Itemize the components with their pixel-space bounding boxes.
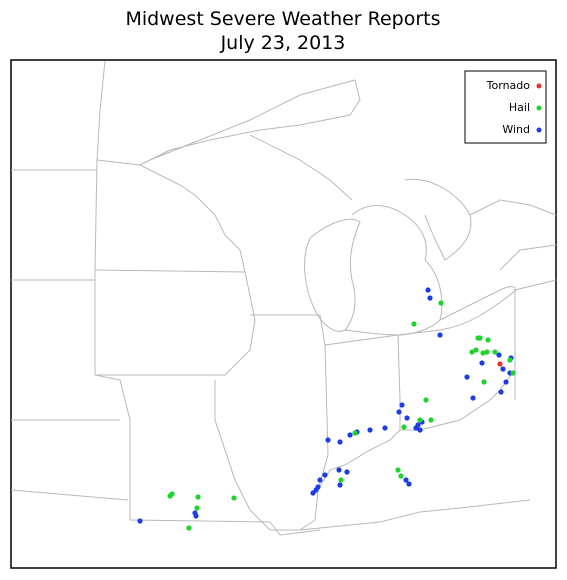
legend-label: Hail bbox=[509, 101, 530, 114]
report-dot bbox=[479, 360, 485, 366]
report-dot bbox=[367, 427, 373, 433]
report-dot bbox=[469, 349, 475, 355]
report-dot bbox=[336, 467, 342, 473]
report-dot bbox=[186, 525, 192, 531]
report-dot bbox=[473, 347, 479, 353]
report-dot bbox=[413, 425, 419, 431]
legend-label: Tornado bbox=[486, 79, 531, 92]
report-dot bbox=[325, 437, 331, 443]
legend-label: Wind bbox=[502, 123, 530, 136]
report-dot bbox=[481, 379, 487, 385]
report-dot bbox=[137, 518, 143, 524]
report-dot bbox=[423, 397, 429, 403]
report-dot bbox=[498, 389, 504, 395]
report-dot bbox=[395, 467, 401, 473]
report-dot bbox=[507, 357, 513, 363]
title-line: July 23, 2013 bbox=[220, 32, 346, 54]
report-dot bbox=[464, 374, 470, 380]
legend-box bbox=[464, 70, 547, 144]
report-dot bbox=[510, 370, 516, 376]
report-dot bbox=[169, 491, 175, 497]
report-dot bbox=[438, 300, 444, 306]
legend: Tornado Hail Wind bbox=[464, 70, 547, 144]
report-dot bbox=[231, 495, 237, 501]
report-dots bbox=[137, 287, 516, 531]
legend-swatch bbox=[536, 83, 542, 89]
report-dot bbox=[428, 417, 434, 423]
report-dot bbox=[317, 477, 323, 483]
report-dot bbox=[470, 395, 476, 401]
report-dot bbox=[496, 352, 502, 358]
report-dot bbox=[500, 366, 506, 372]
report-dot bbox=[347, 432, 353, 438]
legend-swatch bbox=[536, 127, 542, 133]
report-dot bbox=[417, 417, 423, 423]
map-frame bbox=[10, 59, 557, 569]
report-dot bbox=[315, 484, 321, 490]
title-line: Midwest Severe Weather Reports bbox=[125, 8, 440, 30]
report-dot bbox=[484, 349, 490, 355]
report-dot bbox=[396, 409, 402, 415]
report-dot bbox=[406, 481, 412, 487]
report-dot bbox=[337, 439, 343, 445]
report-dot bbox=[425, 287, 431, 293]
report-dot bbox=[398, 473, 404, 479]
report-dot bbox=[485, 337, 491, 343]
report-dot bbox=[337, 482, 343, 488]
report-dot bbox=[437, 332, 443, 338]
report-dot bbox=[475, 335, 481, 341]
report-dot bbox=[382, 425, 388, 431]
report-dot bbox=[497, 361, 503, 367]
legend-swatch bbox=[536, 105, 542, 111]
report-dot bbox=[427, 295, 433, 301]
report-dot bbox=[403, 477, 409, 483]
report-dot bbox=[352, 430, 358, 436]
report-dot bbox=[322, 472, 328, 478]
report-dot bbox=[417, 427, 423, 433]
report-dot bbox=[310, 490, 316, 496]
report-dot bbox=[503, 379, 509, 385]
report-dot bbox=[411, 321, 417, 327]
report-dot bbox=[194, 505, 200, 511]
report-dot bbox=[195, 494, 201, 500]
report-dot bbox=[344, 469, 350, 475]
report-dot bbox=[404, 415, 410, 421]
report-dot bbox=[338, 477, 344, 483]
report-dot bbox=[492, 349, 498, 355]
report-dot bbox=[399, 402, 405, 408]
report-dot bbox=[480, 350, 486, 356]
report-dot bbox=[401, 424, 407, 430]
report-dot bbox=[193, 513, 199, 519]
basemap bbox=[10, 60, 557, 536]
